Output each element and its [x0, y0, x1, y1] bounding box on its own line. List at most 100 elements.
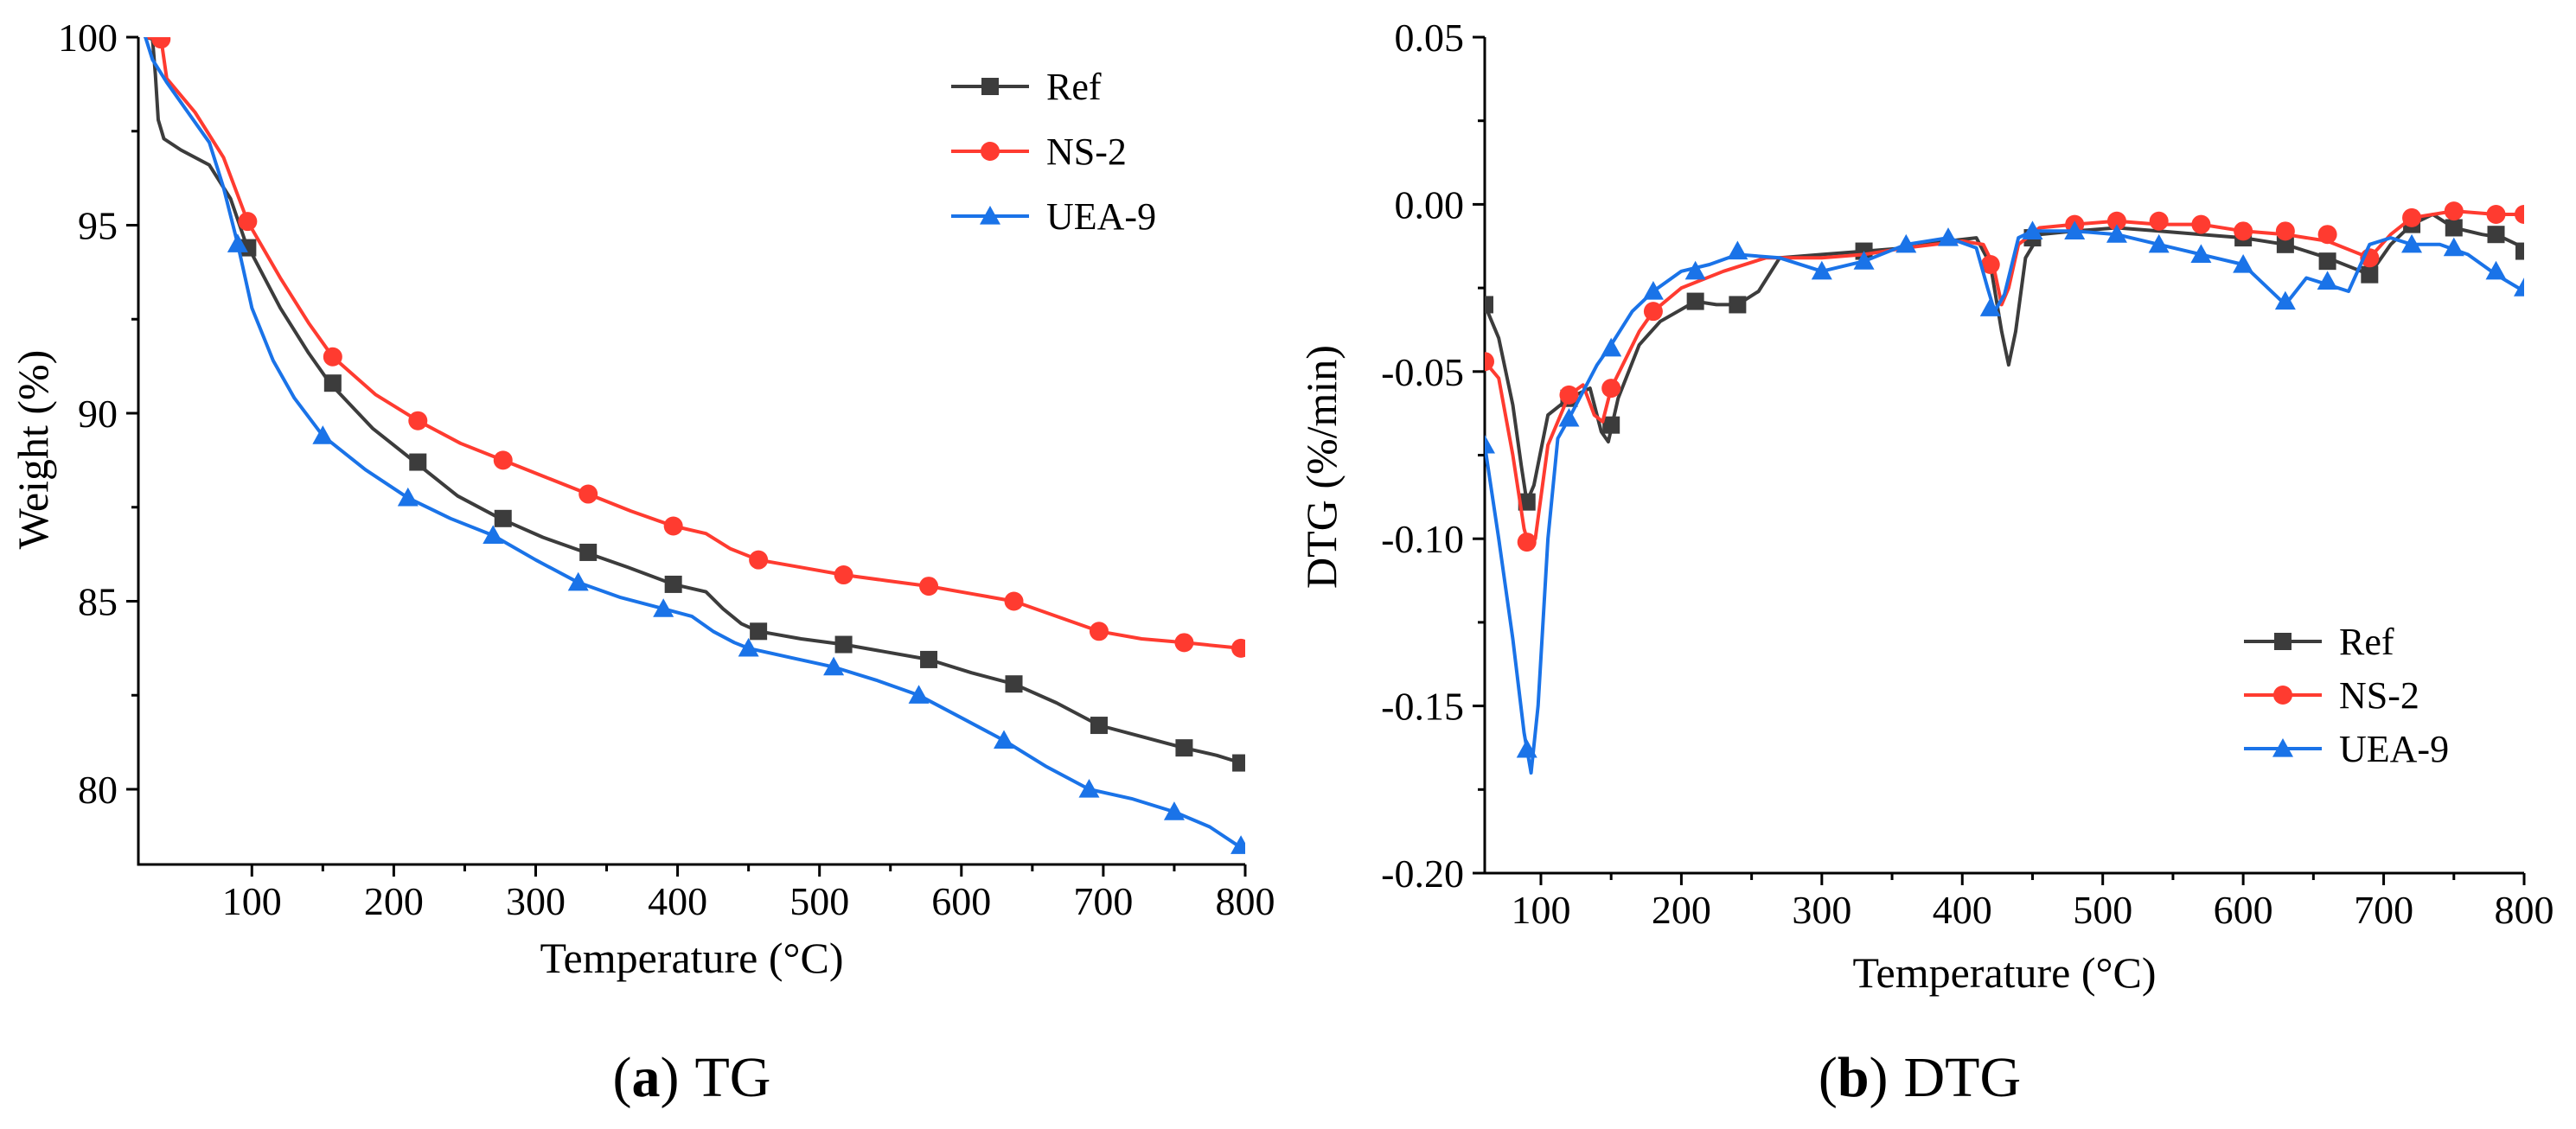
dtg-legend-marker — [2273, 686, 2292, 705]
tg-x-tick-label: 100 — [222, 879, 282, 923]
tg-marker-uea-9 — [312, 425, 334, 444]
tg-marker-ns-2 — [919, 577, 939, 596]
dtg-marker-ns-2 — [2444, 201, 2464, 221]
dtg-caption: (b) DTG — [1819, 1046, 2021, 1109]
dtg-marker-uea-9 — [2064, 220, 2086, 239]
dtg-marker-uea-9 — [2485, 260, 2507, 280]
tg-x-axis-label: Temperature (°C) — [540, 934, 843, 982]
dtg-marker-uea-9 — [1727, 240, 1748, 260]
tg-y-tick-label: 90 — [78, 392, 118, 436]
dtg-marker-ns-2 — [1485, 352, 1494, 372]
tg-marker-ref — [409, 453, 427, 471]
dtg-series-group — [1485, 201, 2524, 775]
tg-series-line-uea-9 — [144, 37, 1240, 848]
dtg-marker-ref — [1485, 296, 1493, 314]
tg-marker-ns-2 — [493, 450, 513, 470]
tg-marker-ref — [1175, 739, 1193, 757]
tg-panel: 100 200 300 400 500 600 700 800 80 85 90 95 100 Ref NS… — [9, 16, 1275, 1109]
dtg-marker-ns-2 — [2402, 207, 2422, 227]
tg-marker-ns-2 — [1089, 622, 1109, 641]
dtg-marker-ns-2 — [2486, 205, 2506, 225]
dtg-marker-uea-9 — [2022, 220, 2043, 239]
dtg-legend-marker — [2274, 633, 2292, 650]
tg-x-tick-label: 800 — [1216, 879, 1275, 923]
tg-marker-ns-2 — [323, 347, 342, 367]
dtg-marker-uea-9 — [2106, 224, 2127, 243]
dtg-marker-ns-2 — [2191, 214, 2211, 234]
tg-marker-uea-9 — [823, 656, 845, 676]
dtg-legend: Ref NS-2 UEA-9 — [2244, 621, 2449, 770]
tg-caption: (a) TG — [613, 1046, 771, 1109]
dtg-marker-ref — [2515, 242, 2524, 260]
dtg-marker-uea-9 — [1853, 251, 1875, 270]
dtg-caption-open: ( — [1819, 1046, 1838, 1109]
dtg-marker-uea-9 — [1601, 337, 1622, 357]
dtg-marker-uea-9 — [2514, 277, 2524, 297]
tg-series-group — [144, 37, 1245, 854]
tg-marker-uea-9 — [908, 685, 930, 704]
tg-marker-ns-2 — [408, 411, 428, 431]
dtg-marker-uea-9 — [2401, 233, 2423, 253]
dtg-marker-uea-9 — [1684, 260, 1706, 280]
tg-legend-marker — [980, 206, 1000, 225]
tg-marker-uea-9 — [397, 487, 419, 507]
tg-marker-ns-2 — [1174, 633, 1194, 653]
dtg-x-tick-label: 700 — [2354, 888, 2413, 932]
tg-marker-ref — [579, 543, 598, 561]
tg-x-tick-label: 500 — [789, 879, 849, 923]
tg-legend-label: NS-2 — [1046, 131, 1127, 173]
tg-series-line-ns-2 — [144, 37, 1243, 650]
dtg-x-tick-label: 300 — [1792, 888, 1851, 932]
dtg-y-tick-label: -0.20 — [1381, 852, 1464, 896]
dtg-marker-uea-9 — [1895, 233, 1917, 253]
tg-legend-label: Ref — [1046, 66, 1102, 108]
tg-marker-ref — [1232, 754, 1245, 772]
dtg-panel: 100 200 300 400 500 600 700 800 0.05 0.00 -0.05 -0.… — [1297, 16, 2554, 1109]
tg-marker-uea-9 — [994, 730, 1015, 749]
tg-legend-marker — [981, 78, 999, 95]
dtg-x-axis-label: Temperature (°C) — [1852, 948, 2156, 997]
tg-caption-letter: a — [632, 1046, 661, 1109]
dtg-legend-label: UEA-9 — [2339, 728, 2449, 770]
dtg-x-tick-label: 100 — [1511, 888, 1570, 932]
tg-marker-ref — [494, 509, 512, 527]
dtg-marker-uea-9 — [2148, 233, 2170, 253]
dtg-y-tick-label: -0.10 — [1381, 517, 1464, 561]
tg-marker-ref — [920, 650, 938, 668]
dtg-marker-uea-9 — [2443, 237, 2464, 257]
dtg-marker-uea-9 — [1979, 297, 2001, 316]
tg-x-tick-label: 300 — [506, 879, 566, 923]
dtg-y-tick-label: -0.15 — [1381, 685, 1464, 729]
dtg-marker-uea-9 — [1642, 280, 1664, 300]
tg-marker-ref — [750, 622, 768, 641]
dtg-legend-label: Ref — [2339, 621, 2394, 663]
tg-x-tick-label: 400 — [648, 879, 707, 923]
tg-marker-ns-2 — [834, 565, 853, 585]
tg-legend-label: UEA-9 — [1046, 195, 1156, 238]
tg-y-tick-label: 80 — [78, 768, 118, 812]
dtg-marker-ref — [2318, 252, 2336, 271]
dtg-legend-marker — [2272, 738, 2293, 757]
tg-marker-uea-9 — [567, 571, 589, 591]
dtg-x-tick-label: 800 — [2495, 888, 2554, 932]
dtg-marker-uea-9 — [1938, 227, 1959, 246]
dtg-marker-ns-2 — [1980, 255, 2000, 275]
dtg-marker-uea-9 — [2274, 290, 2296, 310]
tg-marker-uea-9 — [1230, 835, 1245, 854]
dtg-legend-label: NS-2 — [2339, 674, 2419, 717]
dtg-marker-ns-2 — [1643, 302, 1663, 322]
dtg-marker-ref — [1602, 416, 1620, 434]
tg-marker-ns-2 — [663, 516, 683, 536]
tg-axes — [137, 37, 1245, 866]
dtg-caption-letter: b — [1838, 1046, 1870, 1109]
dtg-marker-uea-9 — [2317, 271, 2338, 290]
dtg-marker-ns-2 — [1559, 385, 1579, 405]
dtg-marker-uea-9 — [1811, 260, 1832, 280]
dtg-marker-ref — [2276, 235, 2294, 253]
dtg-caption-close: ) — [1870, 1046, 1889, 1109]
dtg-x-tick-label: 600 — [2214, 888, 2273, 932]
dtg-marker-ns-2 — [2234, 221, 2253, 241]
dtg-marker-ref — [1686, 292, 1704, 310]
